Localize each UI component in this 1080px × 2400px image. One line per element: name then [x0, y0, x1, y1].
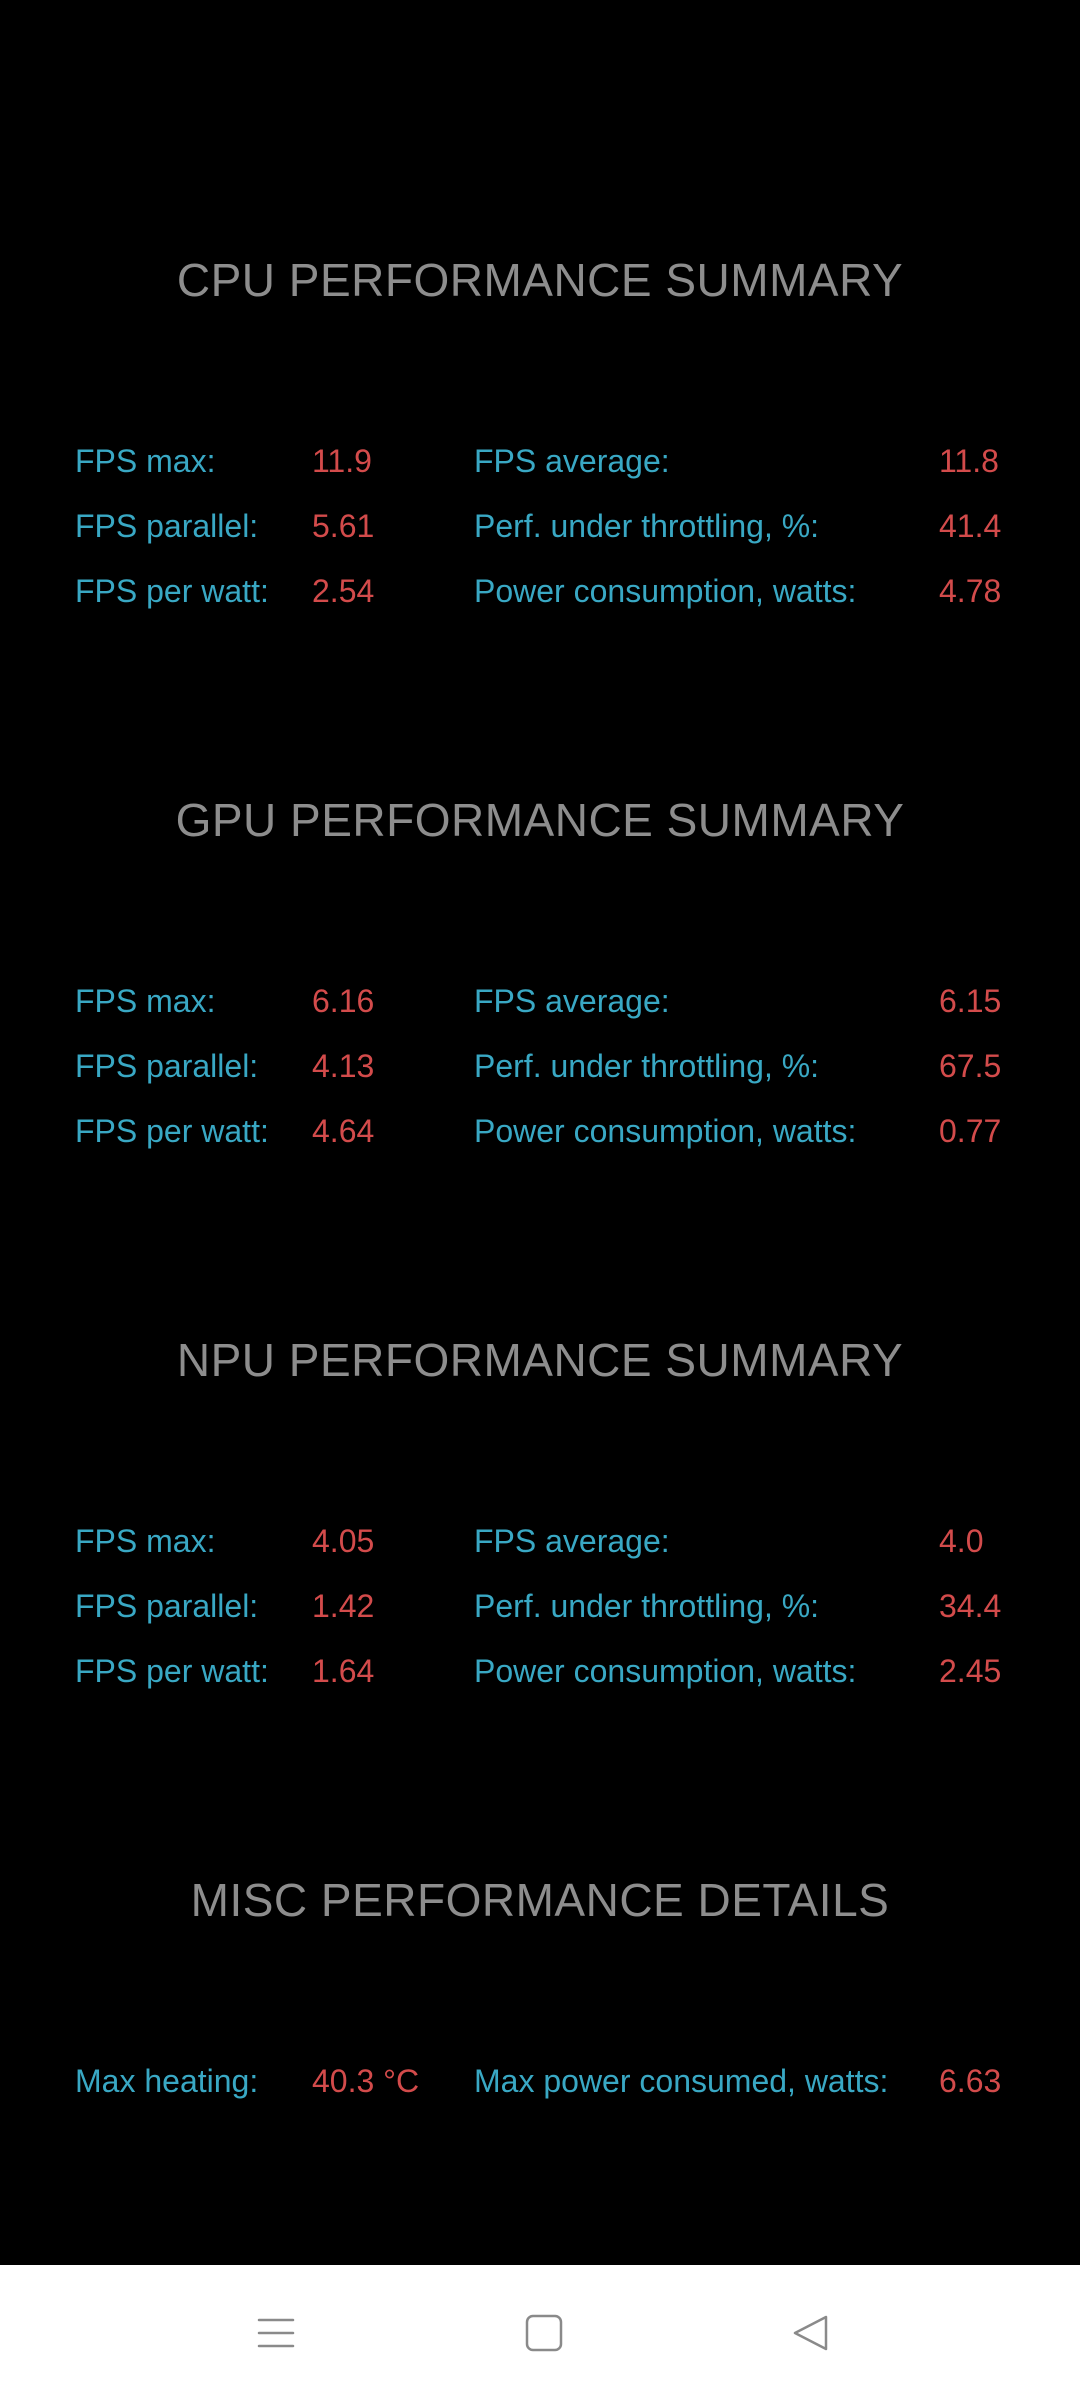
max-heating-value: 40.3 °C: [312, 2063, 420, 2099]
gpu-fps-max-label: FPS max:: [75, 983, 216, 1019]
max-power-consumed-value: 6.63: [939, 2063, 1002, 2099]
max-power-consumed-label: Max power consumed, watts:: [474, 2063, 889, 2099]
gpu-fps-max-value: 6.16: [312, 983, 375, 1019]
gpu-fps-per-watt-label: FPS per watt:: [75, 1113, 269, 1149]
cpu-throttling-value: 41.4: [939, 508, 1002, 544]
gpu-fps-average-value: 6.15: [939, 983, 1002, 1019]
npu-throttling-label: Perf. under throttling, %:: [474, 1588, 820, 1624]
npu-fps-parallel-label: FPS parallel:: [75, 1588, 259, 1624]
cpu-fps-per-watt-value: 2.54: [312, 573, 375, 609]
section-title-npu: NPU PERFORMANCE SUMMARY: [176, 1334, 904, 1386]
performance-summary-content: CPU PERFORMANCE SUMMARY FPS max: 11.9 FP…: [75, 254, 1002, 2099]
gpu-fps-parallel-label: FPS parallel:: [75, 1048, 259, 1084]
system-navigation-bar: [0, 2265, 1080, 2400]
section-title-gpu: GPU PERFORMANCE SUMMARY: [175, 794, 905, 846]
npu-fps-parallel-value: 1.42: [312, 1588, 375, 1624]
cpu-fps-average-label: FPS average:: [474, 443, 670, 479]
home-square-icon[interactable]: [504, 2265, 584, 2400]
gpu-power-consumption-label: Power consumption, watts:: [474, 1113, 857, 1149]
npu-power-consumption-label: Power consumption, watts:: [474, 1653, 857, 1689]
cpu-fps-per-watt-label: FPS per watt:: [75, 573, 269, 609]
gpu-throttling-label: Perf. under throttling, %:: [474, 1048, 820, 1084]
gpu-throttling-value: 67.5: [939, 1048, 1002, 1084]
cpu-power-consumption-value: 4.78: [939, 573, 1002, 609]
back-triangle-icon[interactable]: [770, 2265, 850, 2400]
gpu-fps-average-label: FPS average:: [474, 983, 670, 1019]
cpu-fps-max-value: 11.9: [312, 443, 372, 479]
gpu-fps-parallel-value: 4.13: [312, 1048, 375, 1084]
npu-fps-max-value: 4.05: [312, 1523, 375, 1559]
cpu-fps-max-label: FPS max:: [75, 443, 216, 479]
cpu-fps-parallel-value: 5.61: [312, 508, 375, 544]
npu-fps-per-watt-value: 1.64: [312, 1653, 375, 1689]
npu-fps-per-watt-label: FPS per watt:: [75, 1653, 269, 1689]
cpu-fps-average-value: 11.8: [939, 443, 999, 479]
npu-throttling-value: 34.4: [939, 1588, 1002, 1624]
section-title-cpu: CPU PERFORMANCE SUMMARY: [176, 254, 904, 306]
npu-power-consumption-value: 2.45: [939, 1653, 1002, 1689]
section-title-misc: MISC PERFORMANCE DETAILS: [190, 1874, 890, 1926]
npu-fps-average-value: 4.0: [939, 1523, 984, 1559]
menu-icon[interactable]: [236, 2265, 316, 2400]
cpu-throttling-label: Perf. under throttling, %:: [474, 508, 820, 544]
npu-fps-average-label: FPS average:: [474, 1523, 670, 1559]
max-heating-label: Max heating:: [75, 2063, 259, 2099]
gpu-fps-per-watt-value: 4.64: [312, 1113, 375, 1149]
cpu-fps-parallel-label: FPS parallel:: [75, 508, 259, 544]
gpu-power-consumption-value: 0.77: [939, 1113, 1002, 1149]
npu-fps-max-label: FPS max:: [75, 1523, 216, 1559]
cpu-power-consumption-label: Power consumption, watts:: [474, 573, 857, 609]
